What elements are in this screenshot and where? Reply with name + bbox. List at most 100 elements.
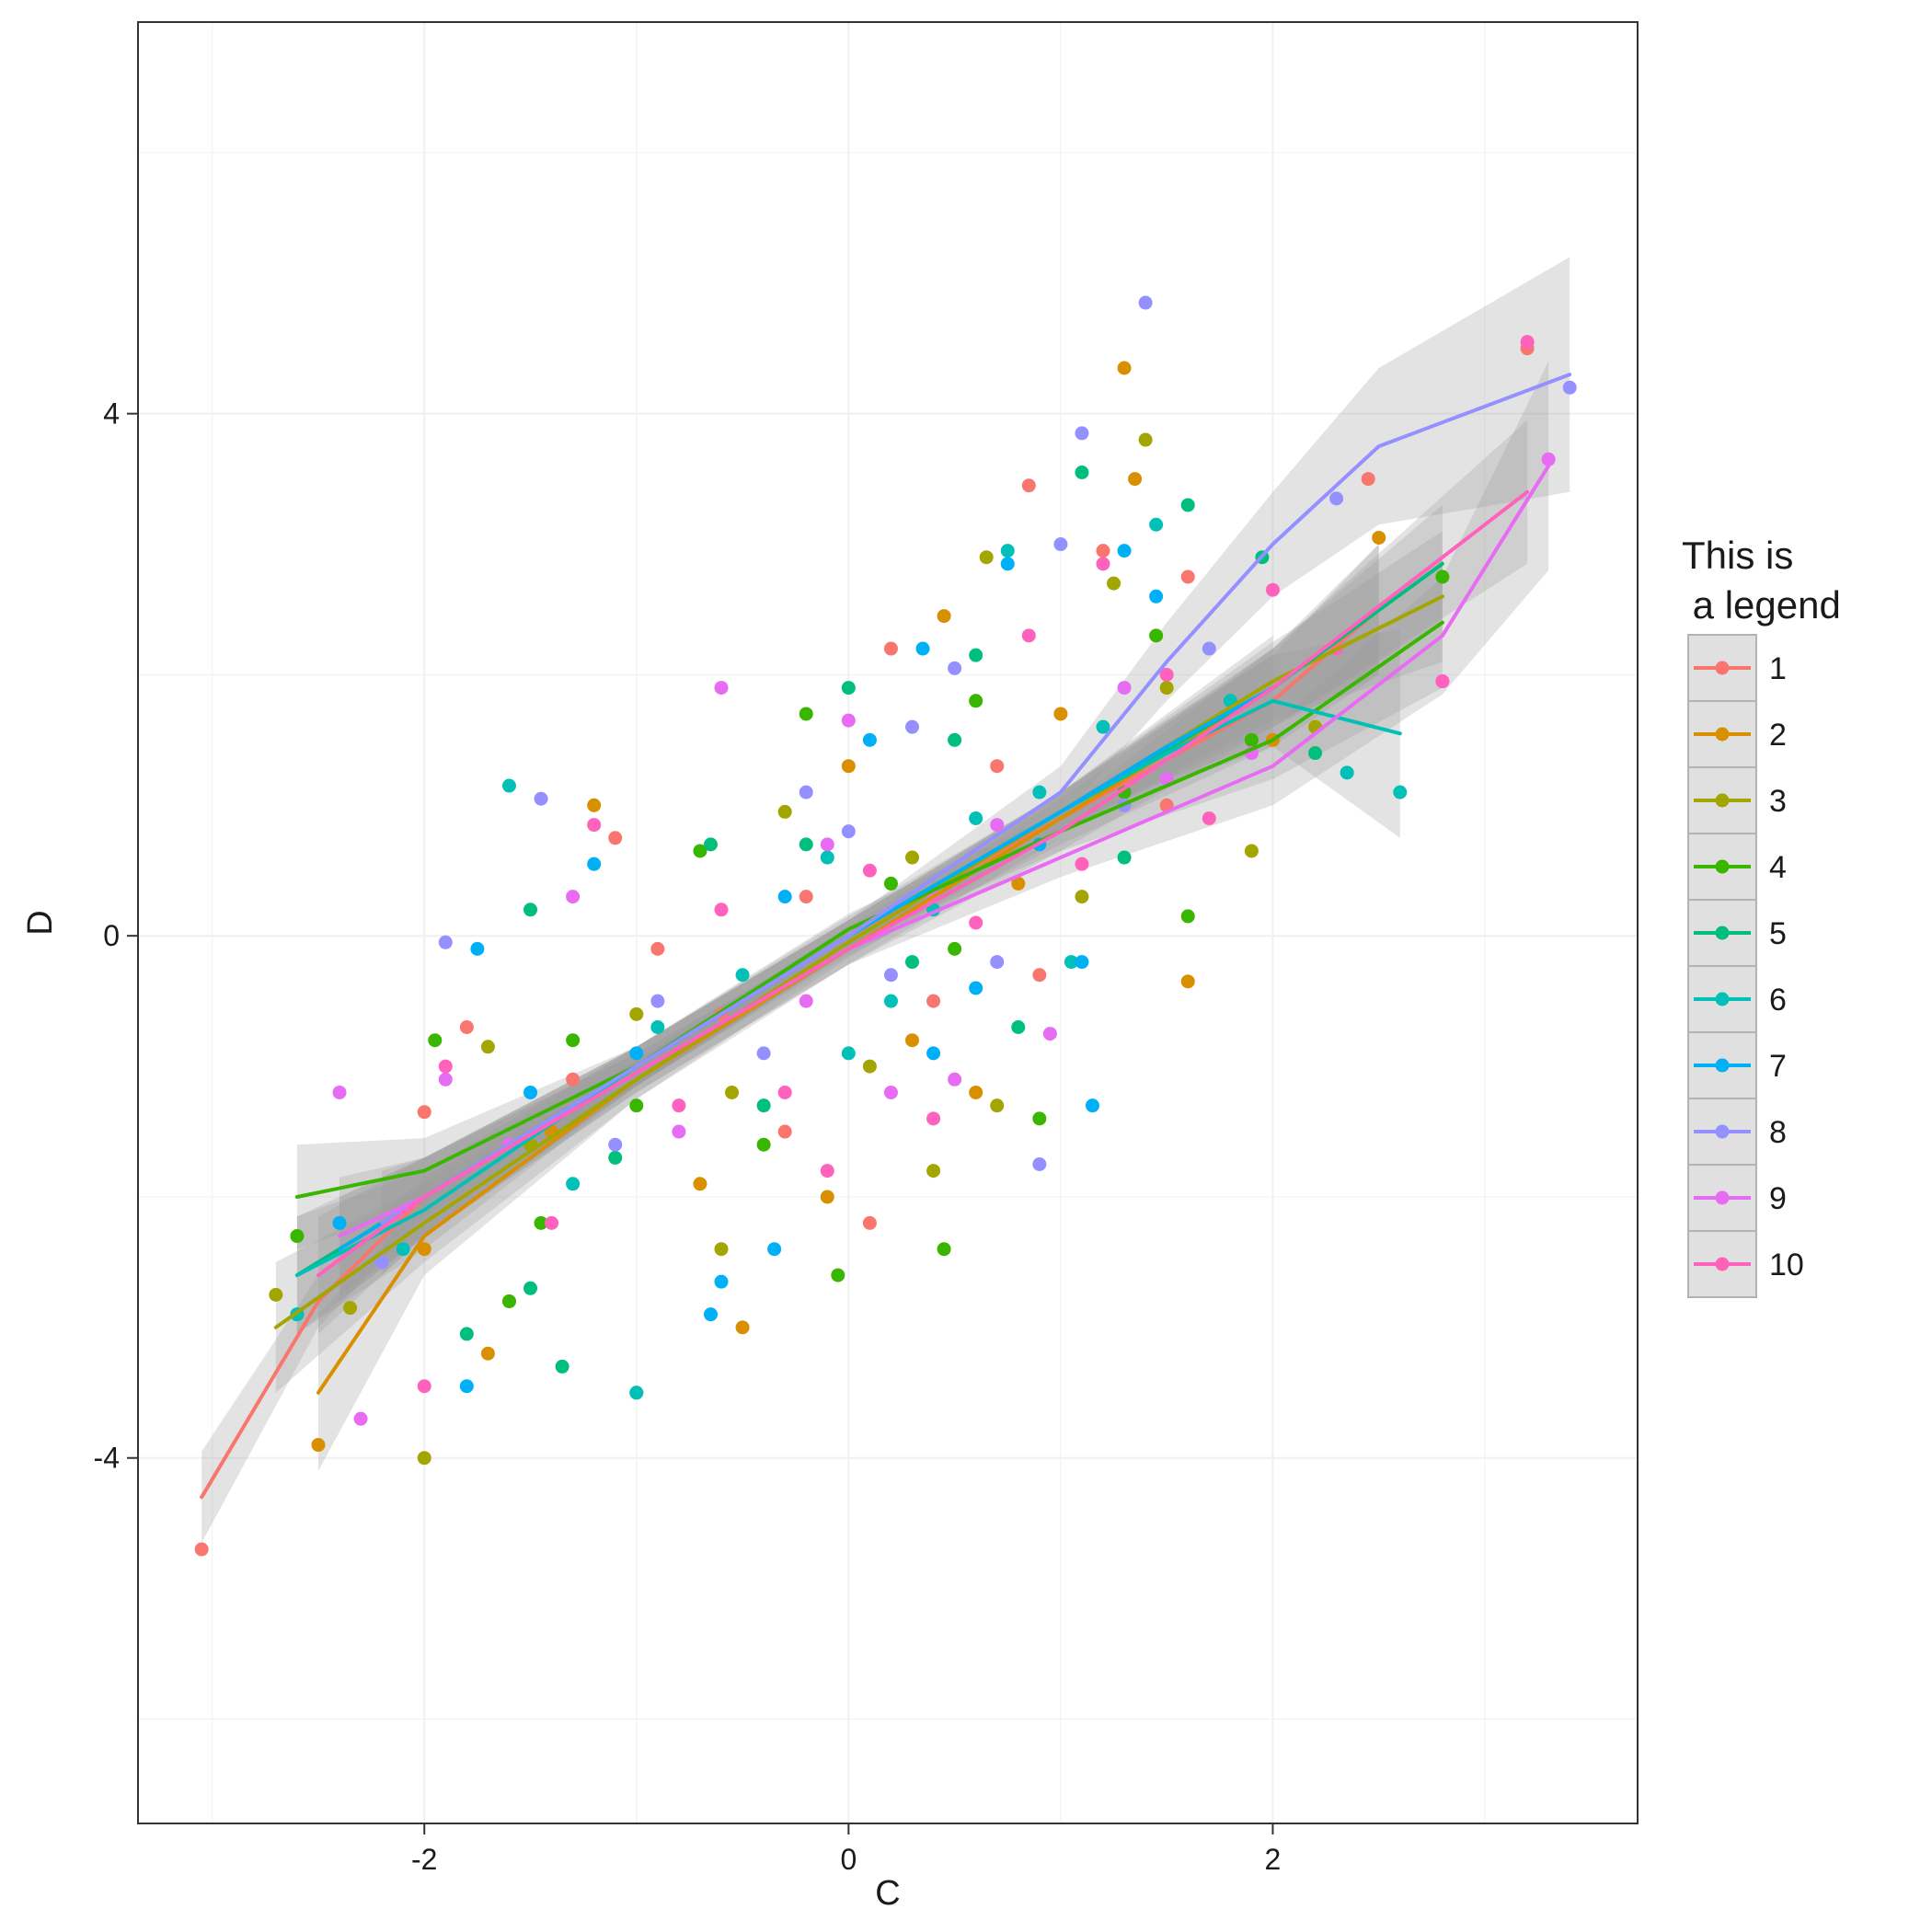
data-point <box>374 1255 389 1270</box>
data-point <box>1435 674 1450 689</box>
data-point <box>841 759 856 774</box>
data-point <box>650 994 665 1008</box>
data-point <box>1149 628 1164 643</box>
legend-key-point <box>1715 793 1730 808</box>
data-point <box>714 903 729 917</box>
data-point <box>566 1033 581 1048</box>
data-point <box>883 994 898 1008</box>
data-point <box>841 681 856 696</box>
data-point <box>534 791 548 806</box>
data-point <box>608 831 623 845</box>
data-point <box>1064 955 1078 970</box>
data-point <box>566 1177 581 1191</box>
data-point <box>948 941 962 956</box>
data-point <box>1096 719 1110 734</box>
confidence-band <box>318 544 1379 1471</box>
data-point <box>915 641 930 656</box>
data-point <box>332 1215 347 1230</box>
data-point <box>1075 466 1089 479</box>
data-point <box>926 1111 941 1126</box>
data-point <box>883 641 898 656</box>
data-point <box>1265 582 1280 597</box>
data-point <box>714 1242 729 1257</box>
data-point <box>926 1046 941 1061</box>
data-point <box>1202 811 1216 825</box>
data-point <box>1159 667 1174 682</box>
data-point <box>332 1085 347 1099</box>
data-point <box>311 1438 326 1453</box>
data-point <box>1372 530 1386 545</box>
trend-lines <box>200 373 1572 1500</box>
legend-label: 1 <box>1769 651 1787 686</box>
data-point <box>1138 295 1153 310</box>
data-point <box>480 1040 495 1054</box>
data-point <box>969 1085 983 1099</box>
data-point <box>799 994 813 1008</box>
data-point <box>735 968 750 983</box>
data-point <box>948 661 962 675</box>
legend-key-point <box>1715 1190 1730 1205</box>
data-point <box>1096 557 1110 571</box>
axes: -2 0 2 -4 0 4 <box>94 397 1282 1876</box>
data-point <box>693 844 707 858</box>
data-point <box>629 1046 644 1061</box>
data-point <box>1340 765 1354 780</box>
data-point <box>969 648 983 662</box>
data-point <box>566 890 581 904</box>
data-point <box>1138 432 1153 447</box>
data-point <box>969 694 983 708</box>
y-tick-label: 4 <box>103 397 120 431</box>
y-tick-label: 0 <box>103 919 120 952</box>
legend-key-point <box>1715 1124 1730 1139</box>
trend-line <box>294 620 1444 1199</box>
data-point <box>969 915 983 930</box>
data-point <box>587 798 602 812</box>
data-point <box>1085 1098 1099 1113</box>
data-point <box>979 550 994 565</box>
data-point <box>650 1020 665 1035</box>
data-point <box>862 1215 877 1230</box>
data-point <box>1244 732 1259 747</box>
data-point <box>1361 472 1375 487</box>
data-points <box>194 295 1577 1557</box>
data-point <box>883 876 898 891</box>
data-point <box>1562 380 1577 395</box>
data-point <box>1149 589 1164 604</box>
data-point <box>672 1124 686 1139</box>
data-point <box>545 1215 559 1230</box>
data-point <box>1000 557 1015 571</box>
confidence-band <box>382 257 1570 1276</box>
data-point <box>883 1085 898 1099</box>
data-point <box>1159 681 1174 696</box>
data-point <box>1117 681 1132 696</box>
data-point <box>905 719 920 734</box>
data-point <box>1117 361 1132 375</box>
data-point <box>799 890 813 904</box>
data-point <box>820 837 834 852</box>
data-point <box>799 707 813 721</box>
data-point <box>714 1274 729 1289</box>
data-point <box>1180 909 1195 924</box>
data-point <box>1107 576 1121 591</box>
data-point <box>470 941 485 956</box>
data-point <box>693 1177 707 1191</box>
data-point <box>735 1320 750 1335</box>
data-point <box>1075 890 1089 904</box>
data-point <box>1000 544 1015 558</box>
data-point <box>905 850 920 865</box>
data-point <box>777 804 792 819</box>
data-point <box>756 1046 771 1061</box>
data-point <box>417 1451 431 1466</box>
data-point <box>523 1085 538 1099</box>
data-point <box>269 1287 283 1302</box>
confidence-band <box>296 628 1400 1334</box>
data-point <box>883 968 898 983</box>
confidence-band <box>275 531 1443 1393</box>
legend-label: 4 <box>1769 850 1787 885</box>
data-point <box>501 1294 516 1308</box>
data-point <box>799 837 813 852</box>
data-point <box>969 981 983 995</box>
data-point <box>990 955 1005 970</box>
plot-panel-border <box>137 21 1639 1824</box>
